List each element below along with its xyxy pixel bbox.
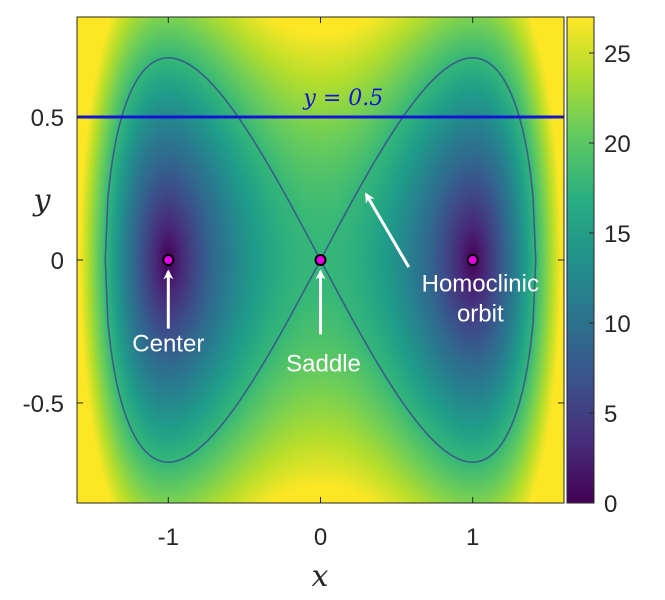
colorbar-tick-label: 25	[604, 41, 631, 68]
colorbar-tick-label: 15	[604, 221, 631, 248]
colorbar-tick-label: 5	[604, 401, 617, 428]
y-tick-label: 0	[51, 248, 64, 275]
y-tick-label: 0.5	[31, 105, 64, 132]
y-axis-ticks: -0.5 0 0.5	[23, 105, 564, 418]
x-tick-label: -1	[158, 524, 179, 551]
colorbar-frame	[566, 16, 595, 504]
horizontal-line-label: y = 0.5	[302, 86, 383, 111]
center-annotation-label: Center	[132, 330, 204, 357]
y-axis-label: y	[32, 183, 52, 218]
critical-point-marker	[314, 254, 327, 266]
colorbar	[567, 17, 594, 503]
critical-point-marker	[466, 254, 479, 266]
y-tick-label: -0.5	[23, 391, 64, 418]
x-tick-label: 1	[466, 524, 479, 551]
colorbar-tick-label: 20	[604, 131, 631, 158]
colorbar-tick-label: 0	[604, 491, 617, 518]
annotation-arrows	[163, 192, 411, 335]
critical-points	[162, 254, 479, 266]
x-axis-ticks: -1 0 1	[158, 17, 479, 551]
homoclinic-annotation-label: Homoclinic	[422, 270, 539, 297]
homoclinic-arrow	[364, 192, 411, 268]
critical-point-marker	[162, 254, 175, 266]
colorbar-tick-label: 10	[604, 311, 631, 338]
homoclinic-orbit-curve	[104, 57, 537, 463]
saddle-annotation-label: Saddle	[286, 350, 361, 377]
x-tick-label: 0	[314, 524, 327, 551]
x-axis-label: x	[312, 559, 329, 594]
annotation-labels: Center Saddle Homoclinic orbit	[132, 270, 539, 377]
homoclinic-annotation-label: orbit	[457, 300, 504, 327]
colorbar-ticks: 0 5 10 15 20 25	[589, 41, 631, 518]
